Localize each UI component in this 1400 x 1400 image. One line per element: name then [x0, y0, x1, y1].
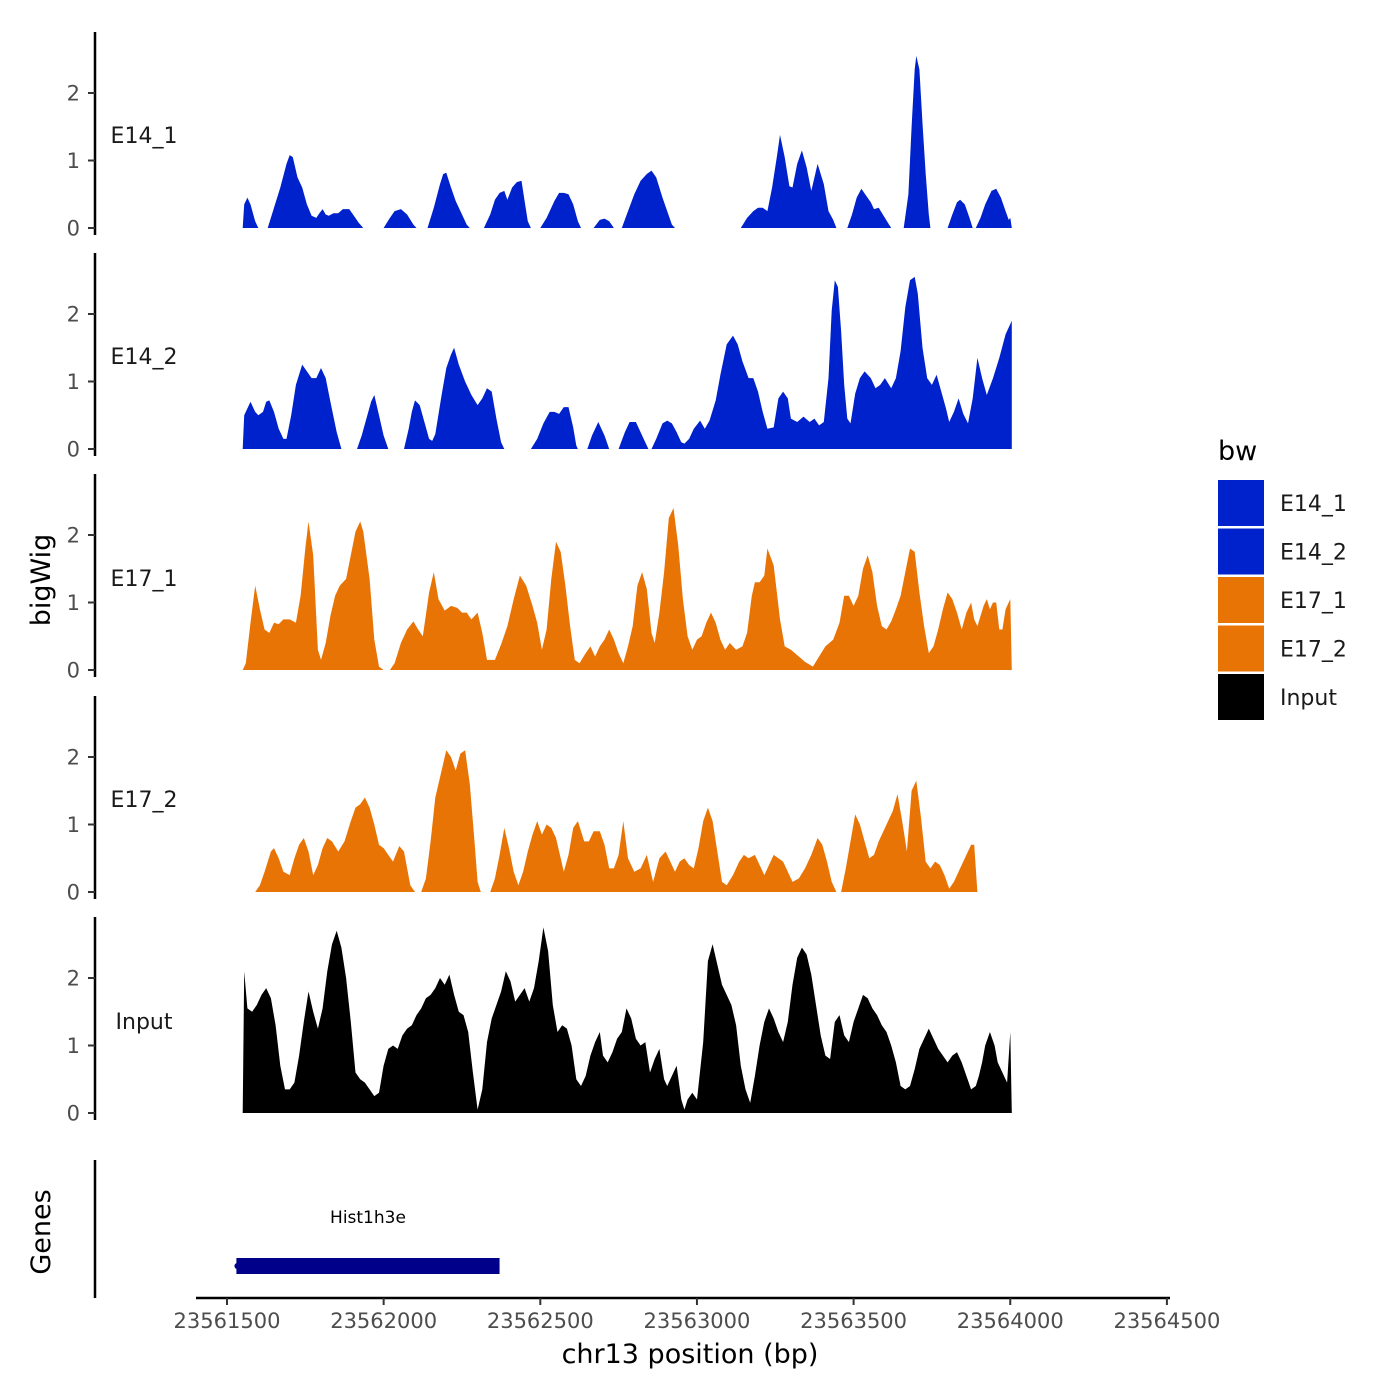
y-tick-label: 1	[67, 1034, 80, 1058]
y-tick-label: 0	[67, 881, 80, 905]
track-E17_1: 0 1 2 E17_1	[67, 474, 1012, 683]
y-tick-label: 0	[67, 438, 80, 462]
coverage-area-E17_1	[242, 521, 384, 670]
legend-swatch-E17_2	[1218, 625, 1264, 672]
track-Input: 0 1 2 Input	[67, 917, 1012, 1126]
coverage-area-E17_2	[841, 780, 978, 892]
track-label: Input	[116, 1010, 173, 1035]
tracks: 0 1 2 E14_1 0 1 2 E14_2 0 1 2 E17_1 0 1 2 E17_2 0 1 2 Input	[67, 32, 1012, 1126]
y-tick-label: 0	[67, 217, 80, 241]
coverage-area-E17_1	[389, 508, 1012, 670]
legend-swatch-E14_2	[1218, 528, 1264, 575]
coverage-area-E14_2	[651, 276, 1012, 449]
genes-axis-title: Genes	[26, 1189, 57, 1274]
coverage-area-E14_2	[404, 347, 505, 449]
y-axis-title: bigWig	[26, 534, 57, 627]
track-E14_1: 0 1 2 E14_1	[67, 32, 1012, 241]
x-axis-title: chr13 position (bp)	[562, 1339, 819, 1370]
x-tick-label: 23562500	[487, 1309, 594, 1333]
coverage-area-E14_1	[383, 209, 417, 228]
x-tick-label: 23563500	[800, 1309, 907, 1333]
coverage-area-E14_1	[621, 170, 675, 228]
x-axis: 23561500 23562000 23562500 23563000 23563500…	[174, 1296, 1220, 1333]
legend-swatch-Input	[1218, 674, 1264, 720]
y-tick-label: 0	[67, 659, 80, 683]
y-tick-label: 2	[67, 82, 80, 106]
y-tick-label: 2	[67, 303, 80, 327]
x-tick-label: 23564500	[1113, 1309, 1220, 1333]
track-E14_2: 0 1 2 E14_2	[67, 253, 1012, 462]
coverage-area-E14_1	[740, 134, 837, 228]
track-label: E14_1	[111, 124, 178, 149]
coverage-area-E14_1	[242, 197, 259, 228]
genes-track: Hist1h3e	[93, 1160, 500, 1298]
y-tick-label: 1	[67, 149, 80, 173]
y-tick-label: 1	[67, 813, 80, 837]
coverage-area-E14_1	[593, 218, 614, 228]
coverage-area-E17_2	[255, 797, 415, 892]
legend-label: E14_1	[1280, 492, 1347, 517]
coverage-area-E14_1	[847, 188, 892, 228]
coverage-area-E14_2	[618, 422, 649, 449]
coverage-area-E14_1	[483, 180, 531, 228]
legend-label: Input	[1280, 686, 1337, 711]
coverage-area-E14_1	[540, 192, 581, 228]
coverage-area-E17_2	[490, 807, 837, 892]
coverage-area-E14_1	[903, 55, 931, 229]
y-tick-label: 2	[67, 967, 80, 991]
coverage-area-E14_2	[530, 407, 578, 449]
legend-title: bw	[1218, 436, 1257, 467]
coverage-area-E14_1	[975, 188, 1012, 228]
y-tick-label: 2	[67, 746, 80, 770]
gene-strand-marker	[234, 1263, 241, 1269]
y-tick-label: 2	[67, 524, 80, 548]
gene-body	[236, 1258, 500, 1274]
legend-swatch-E14_1	[1218, 480, 1264, 526]
coverage-area-E14_2	[587, 422, 610, 449]
coverage-area-E14_1	[947, 199, 973, 228]
track-E17_2: 0 1 2 E17_2	[67, 696, 978, 905]
legend-label: E14_2	[1280, 541, 1347, 566]
x-tick-label: 23561500	[174, 1309, 281, 1333]
track-label: E17_1	[111, 567, 178, 592]
legend-swatch-E17_1	[1218, 577, 1264, 623]
y-tick-label: 1	[67, 370, 80, 394]
legend: bw E14_1 E14_2 E17_1 E17_2 Input	[1218, 436, 1347, 720]
x-tick-label: 23563000	[644, 1309, 751, 1333]
coverage-area-E17_2	[421, 750, 481, 892]
coverage-area-E14_2	[242, 364, 342, 449]
coverage-area-E14_1	[267, 155, 364, 228]
coverage-area-Input	[242, 927, 1012, 1113]
coverage-area-E14_2	[357, 395, 389, 449]
coverage-area-E14_1	[427, 172, 470, 228]
legend-label: E17_1	[1280, 589, 1347, 614]
y-tick-label: 0	[67, 1102, 80, 1126]
track-label: E17_2	[111, 788, 178, 813]
legend-label: E17_2	[1280, 638, 1347, 663]
x-tick-label: 23562000	[330, 1309, 437, 1333]
y-tick-label: 1	[67, 591, 80, 615]
gene-label: Hist1h3e	[330, 1208, 406, 1228]
track-label: E14_2	[111, 345, 178, 370]
x-tick-label: 23564000	[957, 1309, 1064, 1333]
